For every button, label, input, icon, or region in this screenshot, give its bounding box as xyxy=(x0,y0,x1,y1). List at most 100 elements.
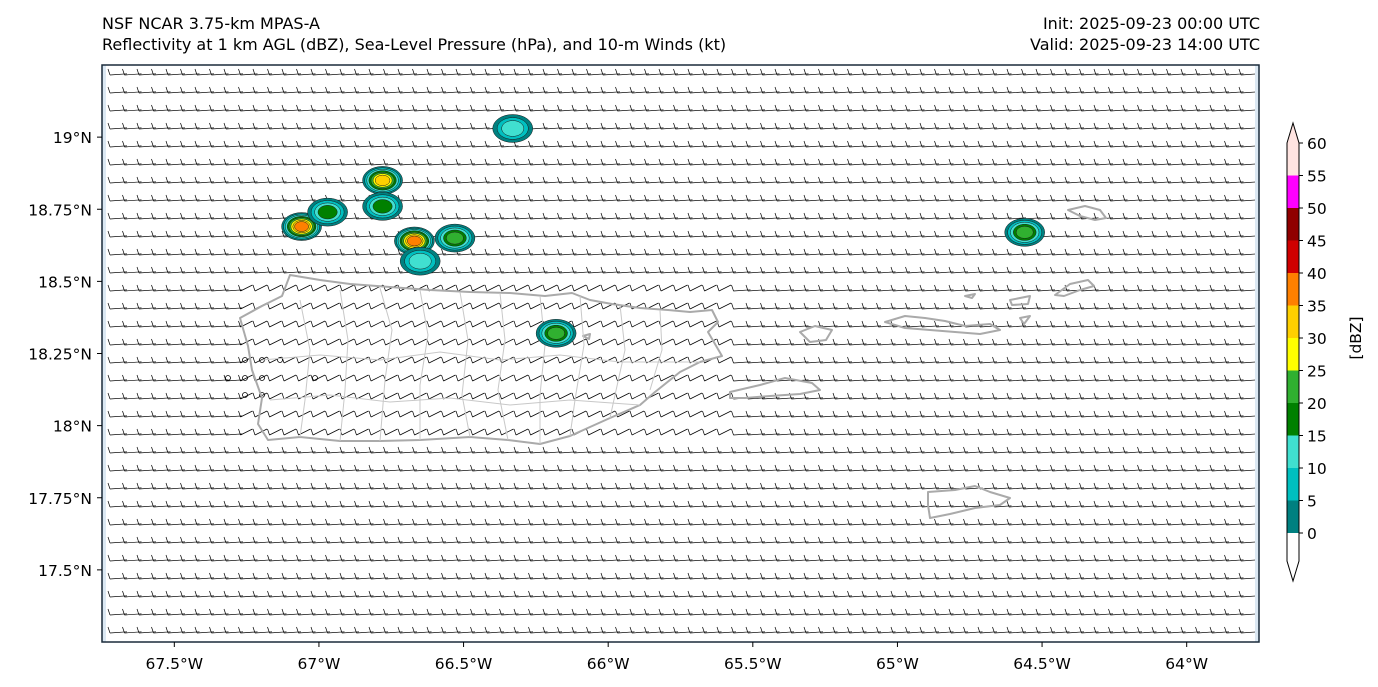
municipal-boundary xyxy=(379,287,393,442)
municipal-boundary xyxy=(569,295,585,437)
valid-time: Valid: 2025-09-23 14:00 UTC xyxy=(1029,35,1260,54)
colorbar-tick-label: 35 xyxy=(1307,298,1327,316)
colorbar-swatch xyxy=(1287,370,1299,403)
colorbar-swatch xyxy=(1287,175,1299,208)
municipal-boundary xyxy=(261,351,700,363)
colorbar-extend-min xyxy=(1287,533,1299,581)
x-tick-label: 65.5°W xyxy=(724,655,782,673)
wind-barb-row xyxy=(107,230,1259,238)
x-tick-label: 65°W xyxy=(876,655,919,673)
calm-wind-circle xyxy=(312,375,318,381)
colorbar-tick-label: 5 xyxy=(1307,493,1317,511)
municipal-boundary xyxy=(419,289,429,440)
reflectivity-cell xyxy=(362,192,403,221)
colorbar-tick-label: 50 xyxy=(1307,200,1327,218)
island-outline xyxy=(1019,315,1031,325)
island-outline xyxy=(582,333,591,340)
y-tick-label: 17.75°N xyxy=(28,490,92,508)
island-outline xyxy=(799,325,833,343)
wind-barb-row xyxy=(107,248,1259,256)
calm-wind-circle xyxy=(259,375,265,381)
island-outline xyxy=(927,485,1011,519)
reflectivity-cell xyxy=(307,197,348,227)
wind-barb-row xyxy=(107,176,1259,184)
wind-barb-row xyxy=(107,140,1259,148)
colorbar-outline xyxy=(1286,121,1300,583)
island-outline xyxy=(239,274,723,445)
dbz-contour xyxy=(501,120,525,137)
title-right: Init: 2025-09-23 00:00 UTC Valid: 2025-0… xyxy=(1030,13,1260,55)
dbz-contour xyxy=(317,205,338,220)
wind-barb-row xyxy=(107,518,1259,526)
init-time: Init: 2025-09-23 00:00 UTC xyxy=(1042,14,1260,33)
island-outline xyxy=(964,293,976,299)
y-tick-label: 18°N xyxy=(53,418,92,436)
dbz-contour xyxy=(294,221,309,232)
wind-barb-row xyxy=(107,284,1259,292)
calm-wind-circle xyxy=(277,357,283,363)
wind-barb-row xyxy=(107,356,1259,364)
dbz-contour xyxy=(408,253,432,270)
colorbar-swatch xyxy=(1287,208,1299,241)
map-background xyxy=(102,65,1259,642)
wind-barb-row xyxy=(107,428,1259,436)
colorbar-swatch xyxy=(1287,338,1299,371)
wind-barb-row xyxy=(107,626,1259,634)
model-title: NSF NCAR 3.75-km MPAS-A xyxy=(102,14,320,33)
colorbar-swatch xyxy=(1287,273,1299,306)
wind-barb-row xyxy=(107,104,1259,112)
dbz-contour xyxy=(446,231,464,245)
wind-barb-row xyxy=(107,410,1259,418)
wind-barb-row xyxy=(107,608,1259,616)
wind-barb-row xyxy=(107,266,1259,274)
calm-wind-circle xyxy=(242,357,248,363)
x-tick-label: 64°W xyxy=(1165,655,1208,673)
wind-barb-row xyxy=(107,590,1259,598)
wind-barb-row xyxy=(107,68,1259,76)
colorbar-tick-label: 60 xyxy=(1307,135,1327,153)
y-tick-label: 18.75°N xyxy=(28,201,92,219)
wind-barb-row xyxy=(107,554,1259,562)
wind-barb-row xyxy=(107,536,1259,544)
calm-wind-circle xyxy=(225,375,231,381)
colorbar-tick-label: 30 xyxy=(1307,330,1327,348)
colorbar-tick-label: 40 xyxy=(1307,265,1327,283)
dbz-contour xyxy=(374,174,391,186)
wind-barb-row xyxy=(107,464,1259,472)
municipal-boundary xyxy=(339,289,349,442)
municipal-boundary xyxy=(299,299,311,438)
municipal-boundary xyxy=(497,292,509,441)
wind-barb-row xyxy=(107,392,1259,400)
colorbar-swatch xyxy=(1287,305,1299,338)
island-outline xyxy=(1067,205,1107,221)
colorbar-swatch xyxy=(1287,143,1299,176)
municipal-boundary xyxy=(459,291,471,438)
wind-barb-row xyxy=(107,374,1259,382)
colorbar-extend-max xyxy=(1287,123,1299,143)
field-description: Reflectivity at 1 km AGL (dBZ), Sea-Leve… xyxy=(102,35,727,54)
map-edge-right xyxy=(1255,65,1259,642)
wind-barb-row xyxy=(107,158,1259,166)
dbz-contour xyxy=(1015,225,1034,239)
x-tick-label: 66°W xyxy=(587,655,630,673)
reflectivity-cell xyxy=(535,319,577,348)
reflectivity-cells xyxy=(281,114,1045,348)
municipal-boundary xyxy=(609,304,626,419)
island-outline xyxy=(884,315,1001,335)
x-tick-label: 66.5°W xyxy=(435,655,493,673)
colorbar-tick-label: 15 xyxy=(1307,428,1327,446)
x-axis: 67.5°W 67°W 66.5°W 66°W 65.5°W 65°W 64.5°W 64°W xyxy=(146,642,1208,673)
title-left: NSF NCAR 3.75-km MPAS-A Reflectivity at … xyxy=(102,13,726,55)
colorbar-tick-label: 10 xyxy=(1307,460,1327,478)
island-outline xyxy=(1009,295,1031,306)
municipal-boundary xyxy=(649,309,663,391)
map-edge-left xyxy=(102,65,106,642)
colorbar-label: [dBZ] xyxy=(1347,316,1365,359)
coastlines xyxy=(239,205,1107,519)
colorbar: 0 5 10 15 20 25 30 35 40 45 50 55 60 [dBZ] xyxy=(1286,121,1365,583)
wind-barb-row xyxy=(107,482,1259,490)
colorbar-swatch xyxy=(1287,240,1299,273)
dbz-contour xyxy=(407,235,422,247)
municipal-boundary xyxy=(269,394,641,406)
